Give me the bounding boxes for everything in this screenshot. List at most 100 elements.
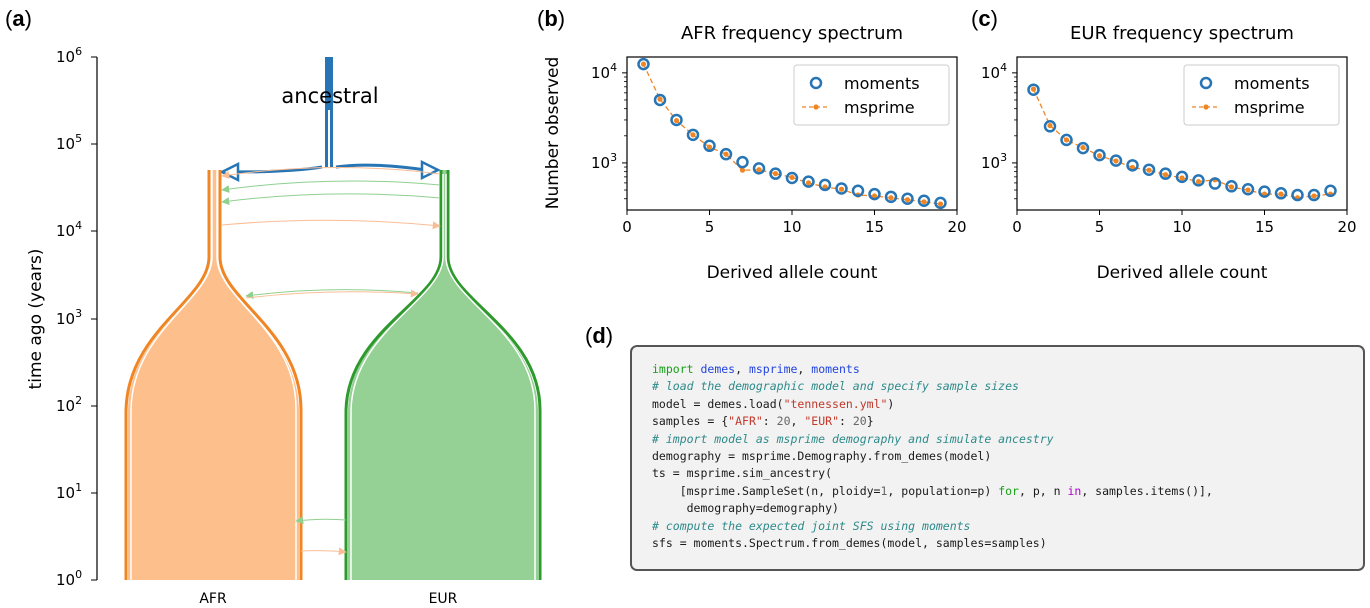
- point-msprime: [706, 144, 713, 150]
- point-moments: [1324, 184, 1337, 198]
- point-moments: [1208, 177, 1222, 190]
- y-ticks: [91, 56, 97, 581]
- point-moments: [719, 147, 733, 161]
- x-tick-label: 5: [705, 218, 715, 236]
- point-moments: [1291, 188, 1304, 202]
- point-msprime: [888, 195, 894, 201]
- point-msprime: [1096, 153, 1103, 159]
- point-moments: [884, 190, 898, 204]
- point-moments: [1060, 133, 1073, 147]
- y-tick-label: 104: [981, 61, 1007, 82]
- y-axis-label: Number observed: [543, 57, 563, 210]
- point-msprime: [1063, 137, 1070, 143]
- point-moments: [1159, 167, 1172, 180]
- x-tick-label: 10: [1172, 218, 1191, 236]
- pop-label-eur: EUR: [429, 591, 458, 607]
- ytick-label-0: 100: [56, 568, 82, 589]
- legend-label-moments: moments: [844, 74, 920, 93]
- point-msprime: [1080, 144, 1086, 151]
- code-line: sfs = moments.Spectrum.from_demes(model,…: [652, 536, 1047, 551]
- legend-label-msprime: msprime: [1234, 98, 1305, 117]
- ancestral-arrow-left: [219, 161, 240, 183]
- demography-diagram: 100 101 102 103 104 105 106 time ago (ye…: [26, 45, 542, 607]
- legend-marker-moments: [809, 76, 823, 90]
- point-moments: [1225, 180, 1238, 193]
- legend-label-msprime: msprime: [844, 98, 915, 117]
- legend-label-moments: moments: [1234, 74, 1310, 93]
- x-axis-label: Derived allele count: [707, 263, 878, 283]
- x-axis-label: Derived allele count: [1097, 263, 1268, 283]
- point-moments: [934, 196, 947, 210]
- code-line: model = demes.load("tennessen.yml"): [652, 396, 895, 411]
- point-msprime: [1047, 122, 1053, 129]
- point-moments: [670, 113, 683, 127]
- code-line: import demes, msprime, moments: [652, 362, 860, 376]
- point-msprime: [673, 118, 680, 124]
- afr-population-outline: [124, 170, 303, 580]
- ancestral-arrow-right: [420, 159, 441, 181]
- panel-label-d: (d): [585, 323, 614, 348]
- panel-label-a: (a): [5, 6, 32, 31]
- eur-population-fill: [348, 170, 538, 580]
- eur-sfs-chart: EUR frequency spectrum Derived allele co…: [981, 23, 1357, 283]
- point-moments: [686, 128, 700, 142]
- point-moments: [1093, 148, 1106, 162]
- ytick-label-5: 105: [56, 132, 82, 153]
- legend-marker-msprime: [1203, 104, 1209, 110]
- point-moments: [1175, 170, 1189, 184]
- point-msprime: [1311, 193, 1317, 199]
- point-msprime: [1179, 175, 1185, 181]
- panel-label-b: (b): [537, 6, 566, 31]
- pop-label-afr: AFR: [199, 591, 227, 607]
- chart-title: EUR frequency spectrum: [1070, 23, 1294, 44]
- ytick-label-4: 104: [56, 219, 82, 240]
- point-moments: [653, 93, 667, 107]
- code-line: # import model as msprime demography and…: [652, 431, 1054, 446]
- code-line: # compute the expected joint SFS using m…: [652, 518, 971, 533]
- x-tick-label: 20: [947, 218, 966, 236]
- point-moments: [1076, 141, 1090, 155]
- point-moments: [1192, 174, 1205, 187]
- point-msprime: [657, 96, 663, 102]
- point-moments: [769, 167, 782, 180]
- point-msprime: [838, 186, 845, 192]
- ancestral-split-right: [335, 163, 427, 172]
- point-msprime: [772, 171, 779, 177]
- code-line: ts = msprime.sim_ancestry(: [652, 466, 833, 481]
- point-moments: [752, 162, 766, 175]
- point-moments: [703, 139, 716, 153]
- legend: [1183, 64, 1340, 126]
- point-msprime: [937, 201, 944, 207]
- point-moments: [785, 171, 799, 185]
- point-msprime: [723, 151, 729, 157]
- legend: [793, 64, 950, 126]
- point-msprime: [789, 174, 795, 181]
- ytick-label-6: 106: [56, 45, 82, 66]
- ytick-label-3: 103: [56, 307, 82, 328]
- chart-title: AFR frequency spectrum: [681, 23, 903, 44]
- point-msprime: [1245, 187, 1251, 193]
- y-tick-label: 104: [591, 61, 617, 82]
- code-line: demography = msprime.Demography.from_dem…: [652, 449, 992, 464]
- y-axis-label: time ago (years): [26, 249, 46, 390]
- point-msprime: [1030, 86, 1037, 92]
- point-msprime: [822, 184, 828, 190]
- x-tick-label: 10: [782, 218, 801, 236]
- point-moments: [1307, 188, 1321, 202]
- point-moments: [868, 187, 881, 201]
- point-moments: [851, 184, 865, 198]
- code-line: samples = {"AFR": 20, "EUR": 20}: [652, 414, 874, 429]
- point-moments: [736, 155, 749, 169]
- point-moments: [1109, 154, 1123, 167]
- point-moments: [1258, 185, 1271, 198]
- ytick-label-1: 101: [56, 481, 82, 502]
- point-moments: [917, 194, 931, 208]
- afr-population-fill: [128, 170, 299, 580]
- point-msprime: [1162, 172, 1169, 178]
- legend-marker-moments: [1199, 76, 1213, 90]
- point-msprime: [756, 167, 762, 173]
- point-msprime: [1195, 179, 1202, 185]
- ancestral-label: ancestral: [281, 84, 378, 108]
- x-tick-label: 15: [1255, 218, 1274, 236]
- x-tick-label: 0: [1012, 218, 1022, 236]
